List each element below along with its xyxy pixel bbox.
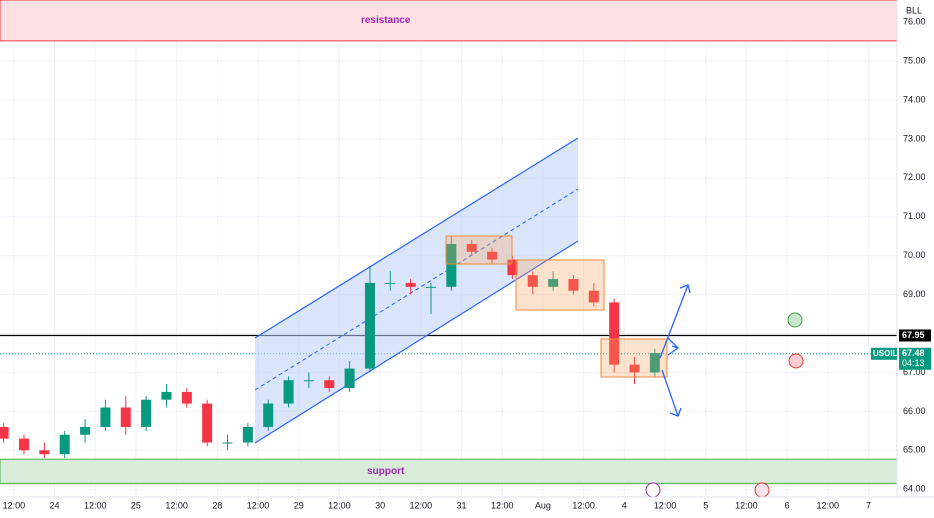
level-tag (899, 329, 931, 342)
x-tick-label: 25 (131, 500, 141, 510)
candle-body (303, 380, 314, 382)
x-tick-label: 29 (294, 500, 304, 510)
x-tick-label: 12:00 (817, 500, 840, 510)
x-tick-label: 12:00 (328, 500, 351, 510)
y-tick-label: 72.00 (903, 172, 926, 182)
zone (0, 458, 898, 484)
y-tick-label: 73.00 (903, 133, 926, 143)
price-symbol-tag (871, 347, 897, 360)
candle-body (364, 282, 375, 369)
candle-body (39, 450, 50, 455)
y-tick-label: 75.00 (903, 55, 926, 65)
candle-body (202, 403, 213, 443)
event-icon[interactable] (754, 482, 770, 498)
x-tick-label: 6 (785, 500, 790, 510)
candle-body (242, 426, 253, 443)
candle-body (100, 407, 111, 427)
x-tick-label: 31 (457, 500, 467, 510)
price-countdown: 04:13 (902, 358, 925, 368)
candle-body (588, 290, 599, 303)
candle-body (649, 352, 660, 373)
zones: resistance support (0, 0, 898, 484)
arrows (659, 284, 691, 417)
channel-lower (254, 240, 579, 444)
x-tick-label: 30 (375, 500, 385, 510)
x-tick-label: 12:00 (247, 500, 270, 510)
candle-body (59, 434, 70, 455)
zone-label: support (367, 466, 405, 477)
candle-body (283, 380, 294, 404)
x-tick-label: 12:00 (654, 500, 677, 510)
candle-body (446, 244, 457, 287)
y-tick-label: 66.00 (903, 406, 926, 416)
x-tick-label: 12:00 (572, 500, 595, 510)
range-box (445, 235, 513, 265)
y-tick-label: 76.00 (903, 17, 926, 27)
x-tick-label: 12:00 (3, 500, 26, 510)
x-tick-label: 28 (212, 500, 222, 510)
x-tick-label: Aug (535, 500, 551, 510)
y-tick-label: 64.00 (903, 484, 926, 494)
axes: 64.0065.0066.0067.0068.0069.0070.0071.00… (3, 17, 931, 510)
candle-body (527, 275, 538, 287)
candle-body (344, 368, 355, 389)
candle-body (568, 279, 579, 291)
currency: BLL (906, 5, 922, 15)
x-tick-label: 12:00 (491, 500, 514, 510)
x-tick-label: 12:00 (165, 500, 188, 510)
candle-body (385, 282, 396, 284)
x-tick-label: 12:00 (735, 500, 758, 510)
y-tick-label: 67.00 (903, 367, 926, 377)
x-tick-label: 4 (622, 500, 627, 510)
candle-body (181, 391, 192, 404)
y-tick-label: 70.00 (903, 250, 926, 260)
candle-body (80, 426, 91, 435)
price-tag (899, 347, 931, 370)
price-symbol: USOIL (873, 349, 898, 358)
candle-body (629, 364, 640, 373)
candle-body (161, 391, 172, 400)
y-tick-label: 65.00 (903, 445, 926, 455)
candle-body (609, 302, 620, 365)
x-tick-label: 12:00 (84, 500, 107, 510)
candle-body (425, 286, 436, 288)
zone-label: resistance (361, 15, 411, 26)
candle-body (324, 380, 335, 389)
candles (0, 236, 660, 459)
candle-body (466, 244, 477, 252)
channel-upper (254, 137, 579, 339)
x-tick-label: 12:00 (410, 500, 433, 510)
candle-body (120, 407, 131, 427)
range-box (600, 338, 668, 378)
marker-circle (788, 353, 804, 369)
candle-body (548, 279, 559, 287)
x-tick-label: 24 (50, 500, 60, 510)
candle-body (405, 282, 416, 287)
candle-body (487, 251, 498, 260)
y-tick-label: 74.00 (903, 94, 926, 104)
channel-fill (255, 138, 578, 443)
zone (0, 0, 898, 42)
x-tick-label: 5 (703, 500, 708, 510)
y-tick-label: 71.00 (903, 211, 926, 221)
price-label: 67.48 (902, 348, 925, 358)
y-tick-label: 69.00 (903, 289, 926, 299)
candle-body (507, 259, 518, 276)
candle-body (0, 426, 9, 439)
marker-circle (787, 312, 803, 328)
candle-body (141, 399, 152, 427)
candle-body (263, 403, 274, 427)
candle-body (19, 438, 30, 451)
channel-mid (254, 188, 579, 391)
range-box (515, 259, 605, 311)
x-tick-label: 7 (866, 500, 871, 510)
candle-body (222, 442, 233, 444)
event-icon[interactable] (645, 482, 661, 498)
level-label: 67.95 (902, 330, 925, 340)
